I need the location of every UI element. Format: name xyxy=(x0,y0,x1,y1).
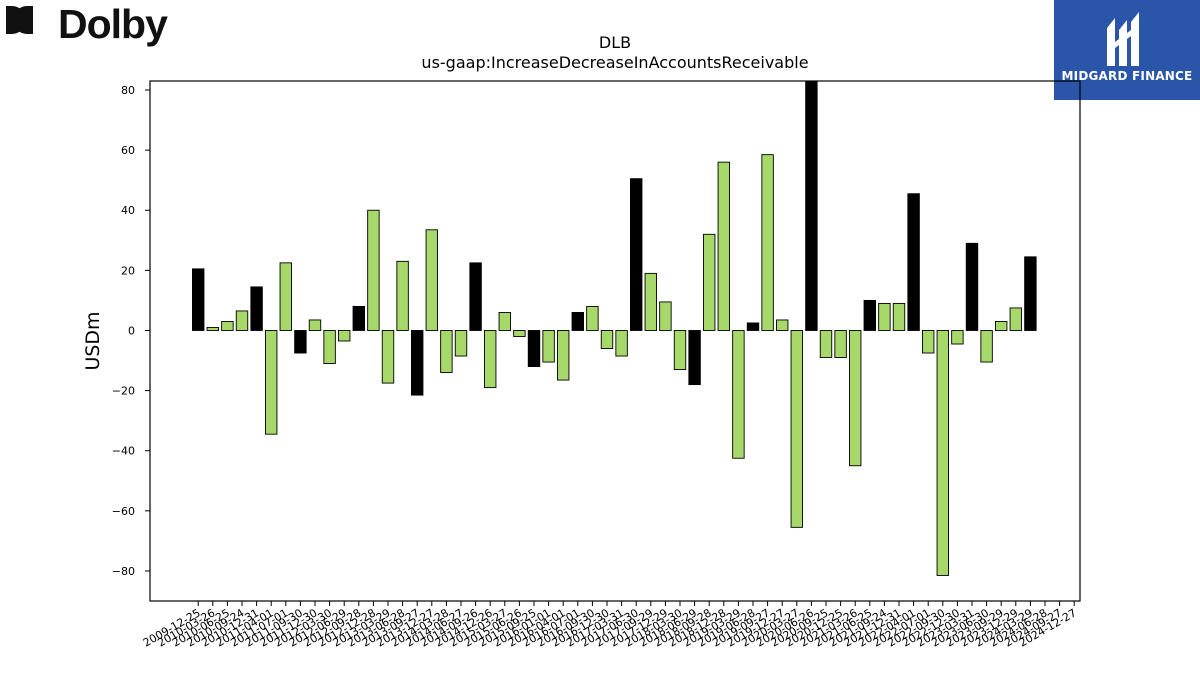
bar xyxy=(732,330,745,459)
chart-title: DLB xyxy=(598,33,632,52)
bar xyxy=(367,209,380,331)
bar xyxy=(454,330,468,357)
bar xyxy=(936,330,949,576)
bar xyxy=(527,330,541,367)
bar xyxy=(469,262,482,331)
midgard-finance-badge: MIDGARD FINANCE xyxy=(1054,0,1200,100)
plot-frame xyxy=(149,80,1081,602)
bar xyxy=(849,330,862,467)
bar xyxy=(498,311,511,331)
bar xyxy=(425,229,438,331)
bar xyxy=(863,299,876,331)
y-tick-label: 60 xyxy=(121,144,135,157)
y-tick-label: −60 xyxy=(112,505,135,518)
bar xyxy=(703,233,716,331)
bar xyxy=(805,80,818,331)
midgard-finance-label: MIDGARD FINANCE xyxy=(1061,69,1193,83)
y-tick-label: −80 xyxy=(112,565,135,578)
dolby-double-d-icon xyxy=(6,6,33,34)
bar xyxy=(411,330,424,396)
bar xyxy=(265,330,278,435)
bar xyxy=(1024,256,1037,331)
bar xyxy=(995,321,1008,331)
bar xyxy=(878,302,891,331)
bar xyxy=(294,330,307,354)
bar xyxy=(746,322,760,331)
y-tick-label: 20 xyxy=(121,264,135,277)
dolby-logo: Dolby xyxy=(6,1,176,47)
y-tick-label: −40 xyxy=(112,445,135,458)
bar xyxy=(1009,307,1022,331)
dolby-wordmark: Dolby xyxy=(58,1,168,47)
bar xyxy=(586,305,599,331)
bar xyxy=(892,302,906,331)
bar xyxy=(206,327,220,331)
bar xyxy=(352,305,365,331)
y-tick-label: 0 xyxy=(128,324,135,337)
bar xyxy=(600,330,614,349)
bar xyxy=(673,330,687,371)
bar xyxy=(542,330,555,363)
bar xyxy=(323,330,336,364)
y-tick-label: 40 xyxy=(121,204,135,217)
bar xyxy=(615,330,628,357)
bar xyxy=(308,319,322,331)
bar xyxy=(381,330,395,384)
bar xyxy=(557,330,570,381)
y-tick-label: 80 xyxy=(121,84,135,97)
y-axis-label: USDm xyxy=(82,311,104,370)
bar xyxy=(776,319,789,331)
bar xyxy=(513,330,526,337)
bar xyxy=(761,154,774,331)
bar xyxy=(250,286,263,331)
bar xyxy=(965,242,979,331)
bar xyxy=(191,268,205,331)
bar xyxy=(834,330,847,358)
bar xyxy=(571,311,584,331)
bar xyxy=(221,321,234,331)
bar xyxy=(396,260,409,331)
bar xyxy=(907,193,920,331)
y-tick-label: −20 xyxy=(112,385,135,398)
bar xyxy=(644,272,657,331)
bar xyxy=(235,310,249,331)
bar xyxy=(980,330,993,363)
bar xyxy=(790,330,803,528)
bar xyxy=(717,161,730,331)
bar xyxy=(819,330,833,358)
bar xyxy=(338,330,351,342)
bar xyxy=(440,330,453,374)
bar xyxy=(659,301,672,331)
bar xyxy=(688,330,701,386)
chart-subtitle: us-gaap:IncreaseDecreaseInAccountsReceiv… xyxy=(421,53,809,72)
bar xyxy=(630,178,643,331)
bar xyxy=(484,330,497,389)
bar xyxy=(951,330,964,345)
bar xyxy=(922,330,935,354)
bar xyxy=(279,262,292,331)
midgard-m-icon xyxy=(1107,12,1139,66)
